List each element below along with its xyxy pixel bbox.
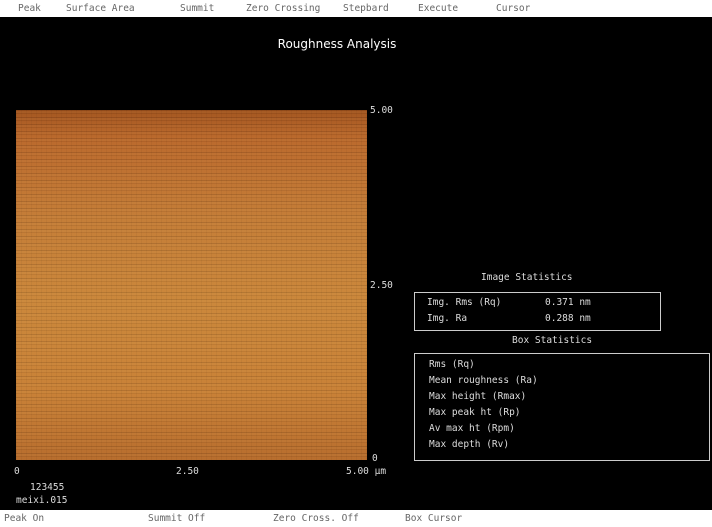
status-item[interactable]: Peak On: [4, 513, 44, 524]
stat-label: Max depth (Rv): [429, 439, 509, 450]
stat-label: Av max ht (Rpm): [429, 423, 515, 434]
y-axis-label: 0: [372, 453, 378, 464]
stat-label: Rms (Rq): [429, 359, 475, 370]
title: Roughness Analysis: [0, 37, 674, 51]
status-item[interactable]: Box Cursor: [405, 513, 462, 524]
menu-bar: Peak Surface Area Summit Zero Crossing S…: [0, 0, 712, 17]
screen: Peak Surface Area Summit Zero Crossing S…: [0, 0, 712, 527]
y-axis-label: 2.50: [370, 280, 393, 291]
stat-label: Max peak ht (Rp): [429, 407, 521, 418]
menu-item[interactable]: Summit: [180, 3, 214, 14]
stat-value: 0.371 nm: [545, 297, 591, 308]
section-title: Image Statistics: [481, 272, 573, 283]
image-id: 123455: [30, 482, 64, 493]
stats-box: Rms (Rq) Mean roughness (Ra) Max height …: [414, 353, 710, 461]
menu-item[interactable]: Surface Area: [66, 3, 135, 14]
menu-item[interactable]: Execute: [418, 3, 458, 14]
menu-item[interactable]: Stepbard: [343, 3, 389, 14]
stat-label: Img. Ra: [427, 313, 467, 324]
afm-image: [16, 110, 367, 460]
stat-label: Mean roughness (Ra): [429, 375, 538, 386]
file-name: meixi.015: [16, 495, 67, 506]
x-axis-label: 2.50: [176, 466, 199, 477]
section-title: Box Statistics: [512, 335, 592, 346]
stat-label: Max height (Rmax): [429, 391, 526, 402]
x-axis-label: 0: [14, 466, 20, 477]
y-axis-label: 5.00: [370, 105, 393, 116]
status-item[interactable]: Zero Cross. Off: [273, 513, 359, 524]
status-bar: Peak On Summit Off Zero Cross. Off Box C…: [0, 510, 712, 527]
menu-item[interactable]: Zero Crossing: [246, 3, 320, 14]
menu-item[interactable]: Peak: [18, 3, 41, 14]
stat-value: 0.288 nm: [545, 313, 591, 324]
stat-label: Img. Rms (Rq): [427, 297, 501, 308]
status-item[interactable]: Summit Off: [148, 513, 205, 524]
x-axis-label: 5.00 µm: [346, 466, 386, 477]
menu-item[interactable]: Cursor: [496, 3, 530, 14]
stats-box: Img. Rms (Rq) 0.371 nm Img. Ra 0.288 nm: [414, 292, 661, 331]
